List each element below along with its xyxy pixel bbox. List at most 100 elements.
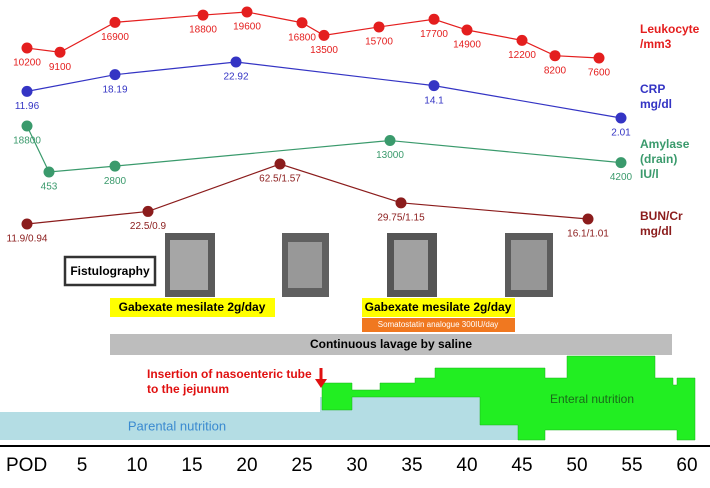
x-tick-label: 40 [456, 455, 477, 476]
data-point [43, 166, 55, 178]
data-point [274, 158, 286, 170]
enteral-label: Enteral nutrition [550, 392, 634, 406]
data-point [549, 50, 561, 62]
data-point [461, 24, 473, 36]
data-point [384, 135, 396, 147]
x-tick-label: 15 [181, 455, 202, 476]
data-point [21, 218, 33, 230]
series-line [26, 163, 589, 225]
therapy-bar [362, 318, 515, 332]
x-tick-label: 50 [566, 455, 587, 476]
annotation: Insertion of nasoenteric tube [147, 367, 312, 381]
data-label: 22.92 [223, 72, 248, 83]
series-name: IU/l [640, 167, 659, 181]
series-name: BUN/Cr [640, 209, 683, 223]
arrow-head [315, 379, 327, 388]
series-name: mg/dl [640, 97, 672, 111]
data-point [21, 85, 33, 97]
data-point [296, 17, 308, 29]
data-label: 16900 [101, 32, 129, 43]
enteral-area [321, 355, 696, 441]
data-label: 29.75/1.15 [377, 212, 425, 223]
data-point [21, 120, 33, 132]
data-point [318, 29, 330, 41]
data-label: 13500 [310, 45, 338, 56]
annotation: to the jejunum [147, 382, 229, 396]
parental-label: Parental nutrition [128, 418, 226, 433]
data-label: 2800 [104, 176, 127, 187]
therapy-label: Gabexate mesilate 2g/day [365, 300, 512, 314]
image [394, 240, 428, 290]
data-label: 8200 [544, 65, 567, 76]
therapy-label: Continuous lavage by saline [310, 337, 472, 351]
x-tick-label: 10 [126, 455, 147, 476]
data-point [428, 80, 440, 92]
data-point [230, 56, 242, 68]
data-label: 11.96 [15, 101, 40, 112]
fistulography-box [63, 255, 157, 287]
data-label: 13000 [376, 150, 404, 161]
image [170, 240, 208, 290]
data-label: 7600 [588, 68, 611, 79]
data-point [428, 13, 440, 25]
data-label: 18.19 [102, 84, 127, 95]
data-point [197, 9, 209, 21]
series-name: (drain) [640, 152, 677, 166]
data-label: 2.01 [611, 128, 631, 139]
data-point [109, 16, 121, 28]
data-label: 11.9/0.94 [7, 234, 48, 245]
data-label: 62.5/1.57 [259, 174, 301, 185]
data-point [582, 213, 594, 225]
therapy-bar [110, 298, 275, 317]
x-tick-label: 45 [511, 455, 532, 476]
parental-area [0, 397, 518, 440]
image [288, 242, 322, 288]
series-name: CRP [640, 82, 665, 96]
x-tick-label: 60 [676, 455, 697, 476]
data-point [142, 205, 154, 217]
therapy-bar [362, 298, 515, 317]
data-label: 453 [41, 182, 58, 193]
data-label: 4200 [610, 172, 633, 183]
therapy-bar [110, 334, 672, 355]
data-point [373, 21, 385, 33]
data-point [109, 160, 121, 172]
data-point [615, 157, 627, 169]
x-tick-label: 35 [401, 455, 422, 476]
data-label: 10200 [13, 58, 41, 69]
x-tick-label: 5 [77, 455, 88, 476]
data-point [615, 112, 627, 124]
data-label: 16.1/1.01 [567, 229, 609, 240]
data-point [54, 46, 66, 58]
x-tick-label: 55 [621, 455, 642, 476]
data-label: 17700 [420, 29, 448, 40]
x-tick-label: 30 [346, 455, 367, 476]
data-point [241, 6, 253, 18]
data-point [516, 34, 528, 46]
data-point [21, 42, 33, 54]
image [511, 240, 547, 290]
series-name: /mm3 [640, 37, 672, 51]
data-label: 12200 [508, 50, 536, 61]
x-tick-label: 25 [291, 455, 312, 476]
data-label: 22.5/0.9 [130, 221, 167, 232]
data-point [109, 69, 121, 81]
fistulography-label: Fistulography [70, 264, 150, 278]
x-tick-label: 20 [236, 455, 257, 476]
data-label: 9100 [49, 62, 72, 73]
series-name: Leukocyte [640, 22, 700, 36]
data-label: 18800 [13, 136, 41, 147]
data-point [593, 52, 605, 64]
data-label: 18800 [189, 25, 217, 36]
x-axis-label: POD [6, 455, 47, 476]
data-label: 14.1 [424, 95, 444, 106]
series-name: mg/dl [640, 224, 672, 238]
series-name: Amylase [640, 137, 690, 151]
data-label: 16800 [288, 32, 316, 43]
therapy-label: Gabexate mesilate 2g/day [119, 300, 266, 314]
data-label: 14900 [453, 40, 481, 51]
therapy-label: Somatostatin analogue 300IU/day [378, 320, 499, 329]
data-label: 15700 [365, 37, 393, 48]
data-point [395, 197, 407, 209]
